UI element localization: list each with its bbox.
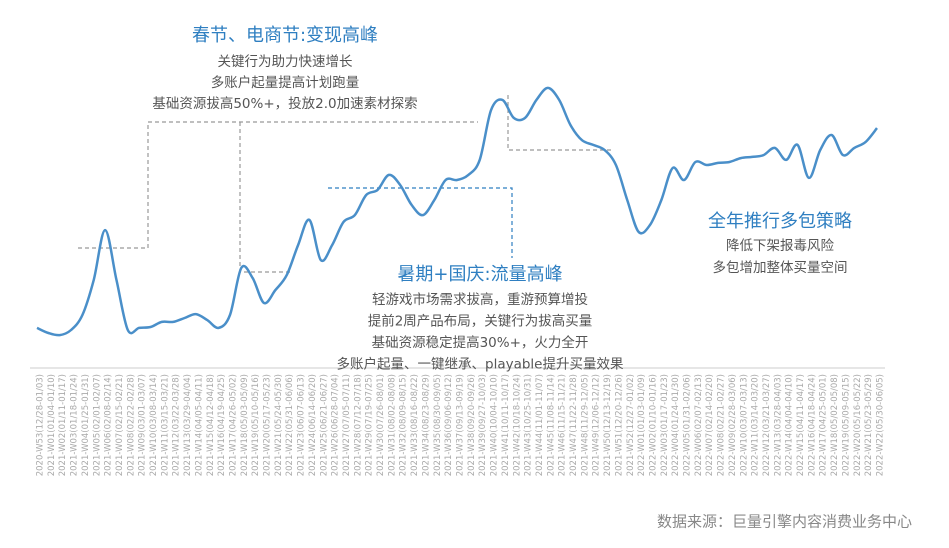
x-tick-label: 2022-W06(02/07-02/13) — [694, 374, 704, 476]
x-tick-label: 2022-W12(03/21-03/27) — [762, 374, 772, 476]
annotation-text: 关键行为助力快速增长 — [218, 54, 353, 70]
x-tick-label: 2021-W04(01/25-01/31) — [81, 374, 91, 476]
annotation-text: 多账户起量、一键继承、playable提升买量效果 — [337, 356, 624, 373]
x-tick-label: 2021-W47(11/22-11/28) — [569, 374, 579, 476]
x-tick-label: 2022-W22(05/30-06/05) — [876, 374, 886, 476]
x-tick-label: 2021-W51(12/20-12/26) — [614, 374, 624, 476]
x-tick-label: 2022-W15(04/11-04/17) — [796, 374, 806, 476]
x-tick-label: 2021-W22(05/31-06/06) — [285, 374, 295, 476]
x-tick-label: 2021-W13(03/29-04/04) — [183, 374, 193, 476]
x-tick-label: 2022-W19(05/09-05/15) — [841, 374, 851, 476]
x-tick-label: 2021-W23(06/07-06/13) — [297, 374, 307, 476]
x-tick-label: 2022-W13(03/28-04/03) — [773, 374, 783, 476]
annotation-title: 暑期+国庆:流量高峰 — [397, 264, 562, 285]
x-tick-label: 2022-W03(01/17-01/23) — [660, 374, 670, 476]
x-tick-label: 2021-W20(05/17-05/23) — [263, 374, 273, 476]
x-tick-label: 2021-W01(01/04-01/10) — [47, 374, 57, 476]
x-tick-label: 2021-W24(06/14-06/20) — [308, 374, 318, 476]
x-tick-label: 2022-W11(03/14-03/20) — [751, 374, 761, 476]
x-tick-label: 2021-W27(07/05-07/11) — [342, 374, 352, 476]
x-tick-label: 2021-W36(09/06-09/12) — [444, 374, 454, 476]
x-tick-label: 2021-W26(06/28-07/04) — [331, 374, 341, 476]
annotation-bracket — [78, 121, 478, 249]
x-tick-label: 2022-W05(01/31-02/06) — [683, 374, 693, 476]
x-tick-label: 2021-W44(11/01-11/07) — [535, 374, 545, 476]
x-tick-label: 2021-W03(01/18-01/24) — [70, 374, 80, 476]
x-tick-label: 2021-W02(01/11-01/17) — [58, 374, 68, 476]
annotation-text: 基础资源稳定提高30%+，火力全开 — [372, 334, 589, 351]
x-tick-label: 2022-W02(01/10-01/16) — [648, 374, 658, 476]
x-tick-label: 2021-W17(04/26-05/02) — [228, 374, 238, 476]
annotation-text: 提前2周产品布局，关键行为拔高买量 — [368, 313, 593, 330]
x-tick-label: 2021-W09(03/01-03/07) — [138, 374, 148, 476]
source: 数据来源：巨量引擎内容消费业务中心 — [657, 513, 912, 531]
annotation-text: 多账户起量提高计划跑量 — [211, 74, 360, 91]
x-tick-label: 2021-W39(09/27-10/03) — [478, 374, 488, 476]
x-tick-label: 2021-W32(08/09-08/15) — [399, 374, 409, 476]
x-tick-label: 2022-W10(03/07-03/13) — [739, 374, 749, 476]
x-tick-label: 2021-W37(09/13-09/19) — [456, 374, 466, 476]
x-tick-label: 2021-W48(11/29-12/05) — [580, 374, 590, 476]
annotation-title: 春节、电商节:变现高峰 — [192, 25, 378, 46]
annotations: 春节、电商节:变现高峰关键行为助力快速增长多账户起量提高计划跑量基础资源拔高50… — [152, 25, 852, 373]
x-tick-label: 2021-W41(10/11-10/17) — [501, 374, 511, 476]
x-tick-label: 2021-W18(05/03-05/09) — [240, 374, 250, 476]
x-tick-label: 2021-W49(12/06-12/12) — [592, 374, 602, 476]
x-tick-label: 2021-W10(03/08-03/14) — [149, 374, 159, 476]
x-tick-label: 2021-W33(08/16-08/22) — [410, 374, 420, 476]
annotation-bracket — [328, 187, 513, 258]
x-tick-label: 2021-W14(04/05-04/11) — [194, 374, 204, 476]
x-tick-label: 2022-W20(05/16-05/22) — [853, 374, 863, 476]
x-tick-label: 2021-W34(08/23-08/29) — [421, 374, 431, 476]
x-tick-label: 2021-W30(07/26-08/01) — [376, 374, 386, 476]
x-tick-label: 2022-W04(01/24-01/30) — [671, 374, 681, 476]
annotation-bracket — [239, 122, 290, 273]
x-tick-label: 2021-W08(02/22-02/28) — [126, 374, 136, 476]
x-tick-label: 2021-W07(02/15-02/21) — [115, 374, 125, 476]
x-tick-label: 2020-W53(12/28-01/03) — [36, 374, 46, 476]
x-tick-label: 2021-W29(07/19-07/25) — [365, 374, 375, 476]
x-tick-label: 2021-W25(06/21-06/27) — [319, 374, 329, 476]
data-line — [36, 86, 878, 337]
x-tick-label: 2022-W17(04/25-05/01) — [819, 374, 829, 476]
x-tick-label: 2021-W28(07/12-07/18) — [353, 374, 363, 476]
x-tick-label: 2021-W19(05/10-05/16) — [251, 374, 261, 476]
x-tick-label: 2021-W12(03/22-03/28) — [172, 374, 182, 476]
x-tick-label: 2021-W16(04/19-04/25) — [217, 374, 227, 476]
x-tick-label: 2022-W14(04/04-04/10) — [785, 374, 795, 476]
x-tick-label: 2021-W40(10/04-10/10) — [490, 374, 500, 476]
x-tick-label: 2021-W35(08/30-09/05) — [433, 374, 443, 476]
x-tick-label: 2022-W01(01/03-01/09) — [637, 374, 647, 476]
x-tick-label: 2021-W05(02/01-02/07) — [92, 374, 102, 476]
x-tick-label: 2021-W46(11/15-11/21) — [558, 374, 568, 476]
x-tick-label: 2022-W16(04/18-04/24) — [807, 374, 817, 476]
x-tick-label: 2021-W06(02/08-02/14) — [104, 374, 114, 476]
x-tick-label: 2021-W52(12/27-01/02) — [626, 374, 636, 476]
annotation-text: 多包增加整体买量空间 — [713, 259, 848, 276]
x-tick-label: 2021-W21(05/24-05/30) — [274, 374, 284, 476]
annotation-text: 降低下架报毒风险 — [726, 238, 834, 254]
x-tick-label: 2022-W09(02/28-03/06) — [728, 374, 738, 476]
x-tick-label: 2021-W11(03/15-03/21) — [160, 374, 170, 476]
x-tick-label: 2021-W38(09/20-09/26) — [467, 374, 477, 476]
x-tick-label: 2022-W07(02/14-02/20) — [705, 374, 715, 476]
x-tick-label: 2022-W21(05/23-05/29) — [864, 374, 874, 476]
annotation-text: 基础资源拔高50%+，投放2.0加速素材探索 — [152, 95, 417, 112]
x-tick-label: 2021-W15(04/12-04/18) — [206, 374, 216, 476]
x-tick-label: 2022-W18(05/02-05/08) — [830, 374, 840, 476]
x-tick-label: 2021-W43(10/25-10/31) — [524, 374, 534, 476]
x-tick-label: 2021-W45(11/08-11/14) — [546, 374, 556, 476]
x-tick-label: 2021-W50(12/13-12/19) — [603, 374, 613, 476]
annotation-text: 轻游戏市场需求拔高，重游预算增投 — [372, 291, 588, 308]
x-tick-label: 2021-W31(08/02-08/08) — [387, 374, 397, 476]
x-tick-label: 2021-W42(10/18-10/24) — [512, 374, 522, 476]
annotation-title: 全年推行多包策略 — [708, 211, 852, 232]
x-tick-label: 2022-W08(02/21-02/27) — [717, 374, 727, 476]
x-labels: 2020-W53(12/28-01/03) 2021-W01(01/04-01/1… — [36, 374, 886, 476]
